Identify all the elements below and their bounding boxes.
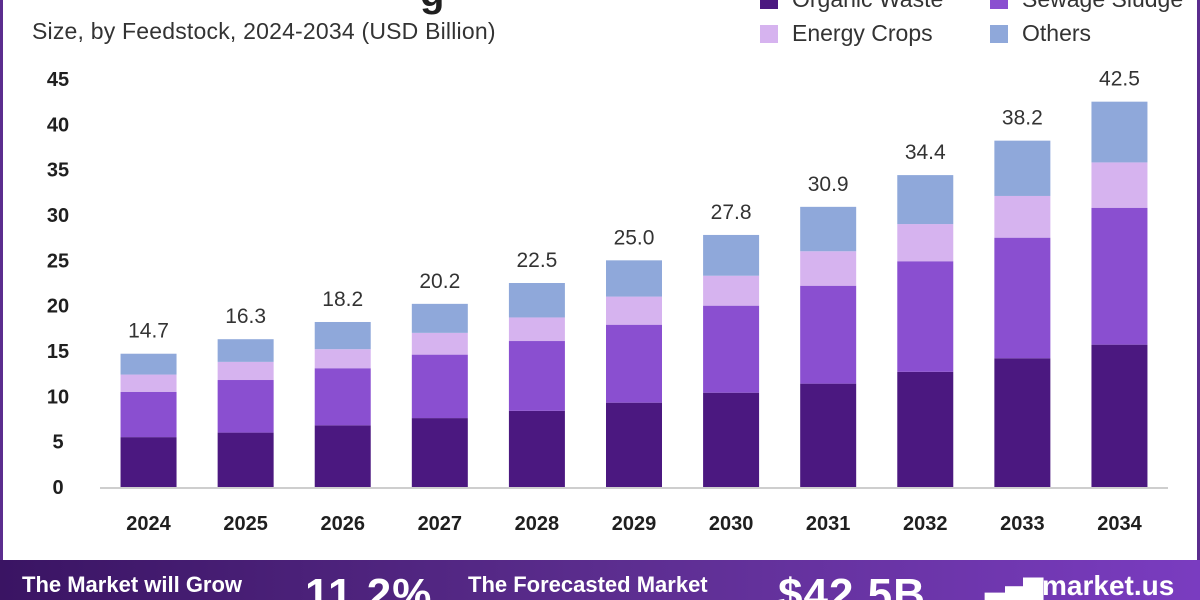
x-tick-label: 2031 — [806, 513, 851, 535]
legend-swatch-others — [990, 24, 1008, 43]
x-tick-label: 2034 — [1097, 513, 1142, 535]
y-tick-label: 25 — [47, 250, 69, 272]
bar-total-label: 25.0 — [614, 226, 655, 249]
bar-total-label: 34.4 — [905, 141, 946, 164]
chart-subtitle: Size, by Feedstock, 2024-2034 (USD Billi… — [32, 18, 496, 44]
y-tick-label: 30 — [47, 205, 69, 227]
bar-segment-sewage-sludge — [606, 324, 662, 403]
x-tick-label: 2028 — [515, 513, 560, 535]
bar-segment-energy-crops — [994, 195, 1051, 238]
bar-segment-organic-waste — [411, 418, 468, 487]
y-tick-label: 10 — [47, 386, 69, 408]
y-tick-label: 5 — [52, 432, 63, 454]
bar-total-label: 27.8 — [711, 201, 752, 224]
bar-total-label: 42.5 — [1099, 68, 1140, 91]
bar-total-label: 18.2 — [322, 288, 363, 311]
bar-total-label: 30.9 — [808, 173, 849, 196]
x-tick-label: 2030 — [709, 513, 754, 535]
bar-segment-others — [897, 175, 954, 225]
bar-total-label: 20.2 — [419, 270, 460, 293]
x-tick-label: 2024 — [126, 513, 171, 535]
bar-segment-energy-crops — [120, 374, 177, 392]
bar-segment-organic-waste — [120, 437, 177, 487]
y-tick-label: 20 — [47, 296, 69, 318]
bar-segment-sewage-sludge — [508, 341, 565, 411]
x-tick-label: 2033 — [1000, 513, 1045, 535]
bar-segment-energy-crops — [508, 317, 565, 342]
legend-item-energy-crops: Energy Crops — [760, 20, 933, 47]
bar-segment-energy-crops — [703, 275, 760, 306]
legend-swatch-sewage-sludge — [990, 0, 1008, 9]
bar-segment-others — [994, 140, 1051, 196]
bar-segment-others — [703, 234, 760, 276]
bar-segment-energy-crops — [606, 296, 662, 325]
bar-segment-others — [606, 260, 662, 297]
footer-banner: The Market will Grow 11.2% The Forecaste… — [0, 560, 1200, 600]
bar-segment-sewage-sludge — [897, 261, 954, 372]
bar-segment-organic-waste — [217, 432, 274, 487]
bar-segment-others — [1091, 101, 1148, 163]
legend-item-sewage-sludge: Sewage Sludge — [990, 0, 1183, 13]
legend-label-energy-crops: Energy Crops — [792, 20, 933, 46]
x-tick-label: 2032 — [903, 513, 948, 535]
bar-segment-organic-waste — [994, 358, 1051, 487]
legend-swatch-energy-crops — [760, 24, 778, 43]
footer-brand: market.us — [1042, 570, 1175, 600]
bar-segment-organic-waste — [800, 383, 857, 487]
bar-total-label: 38.2 — [1002, 107, 1043, 130]
bar-segment-sewage-sludge — [800, 285, 857, 384]
bar-segment-sewage-sludge — [217, 380, 274, 433]
x-tick-label: 2025 — [223, 513, 268, 535]
y-tick-label: 45 — [47, 69, 69, 91]
bar-segment-sewage-sludge — [1091, 207, 1148, 345]
bar-segment-others — [800, 206, 857, 252]
bar-segment-others — [314, 321, 371, 350]
bar-segment-energy-crops — [314, 349, 371, 369]
bar-segment-organic-waste — [897, 371, 954, 487]
bar-segment-energy-crops — [411, 332, 468, 355]
y-tick-label: 0 — [52, 477, 63, 499]
page-border — [0, 0, 1200, 560]
bar-total-label: 14.7 — [128, 320, 169, 343]
bar-segment-sewage-sludge — [411, 354, 468, 419]
bar-segment-sewage-sludge — [120, 391, 177, 438]
bar-segment-organic-waste — [703, 392, 760, 487]
legend: Organic Waste Sewage Sludge Energy Crops… — [760, 0, 1200, 56]
bar-signal-icon: ▂▄▆ — [985, 570, 1044, 600]
legend-swatch-organic-waste — [760, 0, 778, 9]
stacked-bar-chart: 05101520253035404514.7202416.3202518.220… — [47, 68, 1168, 535]
bar-segment-sewage-sludge — [994, 237, 1051, 359]
footer-forecast-value: $42.5B — [778, 570, 926, 600]
bar-segment-organic-waste — [606, 402, 662, 487]
y-tick-label: 40 — [47, 114, 69, 136]
footer-grow-label: The Market will Grow — [22, 572, 243, 597]
bar-total-label: 16.3 — [225, 305, 266, 328]
legend-label-sewage-sludge: Sewage Sludge — [1022, 0, 1183, 13]
footer-cagr-value: 11.2% — [305, 570, 433, 600]
legend-item-others: Others — [990, 20, 1091, 47]
bar-segment-organic-waste — [314, 425, 371, 487]
bar-total-label: 22.5 — [516, 249, 557, 272]
bar-segment-others — [508, 283, 565, 318]
bar-segment-energy-crops — [217, 361, 274, 381]
legend-item-organic-waste: Organic Waste — [760, 0, 943, 13]
y-tick-label: 15 — [47, 341, 69, 363]
x-tick-label: 2029 — [612, 513, 657, 535]
x-tick-label: 2026 — [320, 513, 365, 535]
bar-segment-organic-waste — [1091, 344, 1148, 487]
x-tick-label: 2027 — [418, 513, 463, 535]
y-tick-label: 35 — [47, 160, 69, 182]
bar-segment-others — [120, 353, 177, 375]
bar-segment-energy-crops — [897, 224, 954, 262]
bar-segment-others — [217, 339, 274, 362]
footer-forecast-label: The Forecasted Market — [468, 572, 708, 597]
bar-segment-sewage-sludge — [314, 368, 371, 426]
bar-segment-energy-crops — [800, 251, 857, 286]
legend-label-organic-waste: Organic Waste — [792, 0, 943, 13]
bar-segment-others — [411, 303, 468, 333]
bar-segment-organic-waste — [508, 410, 565, 487]
bar-segment-energy-crops — [1091, 162, 1148, 208]
legend-label-others: Others — [1022, 20, 1092, 46]
bar-segment-sewage-sludge — [703, 305, 760, 393]
